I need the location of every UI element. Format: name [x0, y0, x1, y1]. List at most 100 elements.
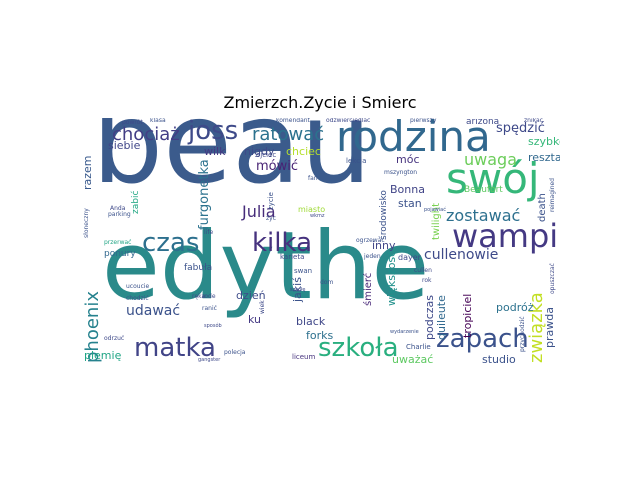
word-charlie: Charlie [406, 343, 431, 351]
word-stan: stan [398, 197, 422, 210]
word-odrzuc: odrzuć [104, 335, 125, 342]
word-opuszczac: opuszczać [549, 263, 556, 294]
word-cullenowie: cullenowie [424, 247, 499, 263]
word-zycie: życie [267, 192, 275, 210]
word-lekcja: lekcja [346, 157, 367, 165]
word-prawda: prawda [543, 307, 556, 348]
word-wampir: wampir [452, 217, 560, 255]
word-chociaz: chociaż [112, 124, 180, 145]
word-rode: rode [202, 293, 216, 300]
word-smierc: śmierć [363, 272, 374, 306]
word-ogrzewac: ogrzewać [356, 237, 385, 244]
word-bonna: Bonna [390, 183, 425, 196]
word-kilka: kilka [252, 228, 313, 258]
word-chodzic: chodzić [126, 295, 149, 302]
word-polecja: polecja [224, 349, 246, 356]
word-ranic: ranić [202, 305, 217, 312]
word-beaufort: Beaufort [464, 185, 503, 195]
word-szkola: szkoła [318, 333, 399, 363]
word-wydarzenie: wydarzenie [390, 329, 419, 335]
word-death: death [537, 193, 548, 222]
word-jeden: jeden [364, 253, 381, 260]
word-studio: studio [482, 353, 516, 363]
word-chciec: chciec [286, 145, 321, 158]
word-uwazac: uważać [392, 353, 434, 363]
word-parking: parking [108, 211, 131, 218]
word-dayer: dayer [398, 253, 421, 262]
word-tropiciel: tropiciel [461, 293, 474, 338]
word-podczas: podczas [423, 295, 436, 340]
word-reimagined: reimagined [549, 178, 556, 212]
word-wkmz: wkmz [310, 213, 325, 219]
word-edythe: edythe [102, 212, 430, 321]
word-liceum: liceum [292, 353, 316, 361]
word-cloud: beau edythe rodzina swój wampir joss cho… [80, 118, 560, 363]
word-powrot: powrót [122, 119, 143, 126]
word-mszyngton: mszyngton [384, 169, 418, 176]
word-szybko: szybko [528, 135, 560, 148]
word-life: life [204, 229, 214, 236]
word-dzien: dzień [236, 289, 266, 302]
word-cullen: cullen [414, 267, 432, 274]
word-szkole: szkołę [290, 287, 306, 293]
word-podroz: podróż [496, 301, 534, 314]
word-pojawiac: pojawiać [424, 207, 446, 213]
word-anda: Anda [110, 205, 126, 212]
word-wilk: wilk [204, 145, 226, 158]
word-moc: móc [396, 153, 420, 166]
word-mowic: mówić [256, 159, 299, 174]
word-razem: razem [81, 155, 94, 190]
word-uwaga: uwaga [464, 150, 517, 169]
word-udawac: udawać [126, 303, 181, 319]
word-gangster: gangster [198, 357, 221, 363]
word-wiekszosc: większość [385, 250, 398, 306]
word-ratowac: ratować [252, 124, 325, 145]
word-zabic: zabić [131, 190, 141, 214]
word-przerwac: przerwać [104, 239, 132, 246]
word-sloneczny: słoneczny [83, 208, 90, 238]
word-znikac: znikać [524, 118, 543, 124]
word-wiek: wiek [259, 300, 266, 314]
word-beau: beau [92, 118, 372, 209]
word-rok: rok [422, 277, 432, 284]
word-reka: ręka [192, 293, 206, 300]
word-julia: Julia [242, 202, 276, 221]
figure-title: Zmierzch.Zycie i Smierc [223, 93, 417, 112]
word-karieta: karieta [280, 253, 305, 261]
word-plemie: plemię [84, 349, 122, 362]
word-klasa: klasa [150, 118, 166, 124]
word-arizona: arizona [466, 118, 500, 127]
word-ojciec: ojciec [256, 151, 277, 159]
word-miasto: miasto [298, 205, 326, 214]
word-swoj: swój [446, 154, 540, 203]
word-furgonetka: furgonetka [197, 159, 212, 230]
word-quileute: quileute [435, 295, 448, 340]
word-fabula: fabuła [184, 263, 213, 273]
word-przychodzic: przychodzić [519, 316, 526, 352]
word-nigdy: nigdy [244, 145, 275, 158]
word-ucoucie: ucoucie [126, 283, 150, 290]
word-inny: inny [372, 239, 396, 252]
word-siebie: siebie [108, 139, 141, 152]
word-komendant: komendant [276, 118, 310, 124]
word-black: black [296, 315, 326, 328]
word-zyc: życ [266, 215, 276, 222]
word-matka: matka [134, 333, 216, 363]
word-spedzic: spędzić [496, 121, 545, 136]
word-rodzina: rodzina [336, 118, 491, 161]
word-srodowisko: środowisko [379, 190, 389, 240]
word-dom: dom [320, 279, 334, 286]
word-czas: czas [142, 228, 200, 258]
word-odzwierciedlac: odzwierciedlać [326, 118, 371, 124]
word-reszta: reszta [528, 151, 560, 164]
word-ponury: ponury [104, 249, 136, 259]
word-ku: ku [248, 313, 262, 326]
word-fan: fan [308, 175, 318, 182]
word-zostawac: zostawać [446, 206, 521, 225]
word-pierwszy: pierwszy [410, 118, 437, 124]
word-swan: swan [294, 267, 313, 275]
word-sposob: sposób [204, 323, 222, 329]
word-joss: joss [188, 118, 239, 146]
word-forks: forks [306, 329, 334, 342]
word-zapach: zapach [436, 324, 529, 354]
